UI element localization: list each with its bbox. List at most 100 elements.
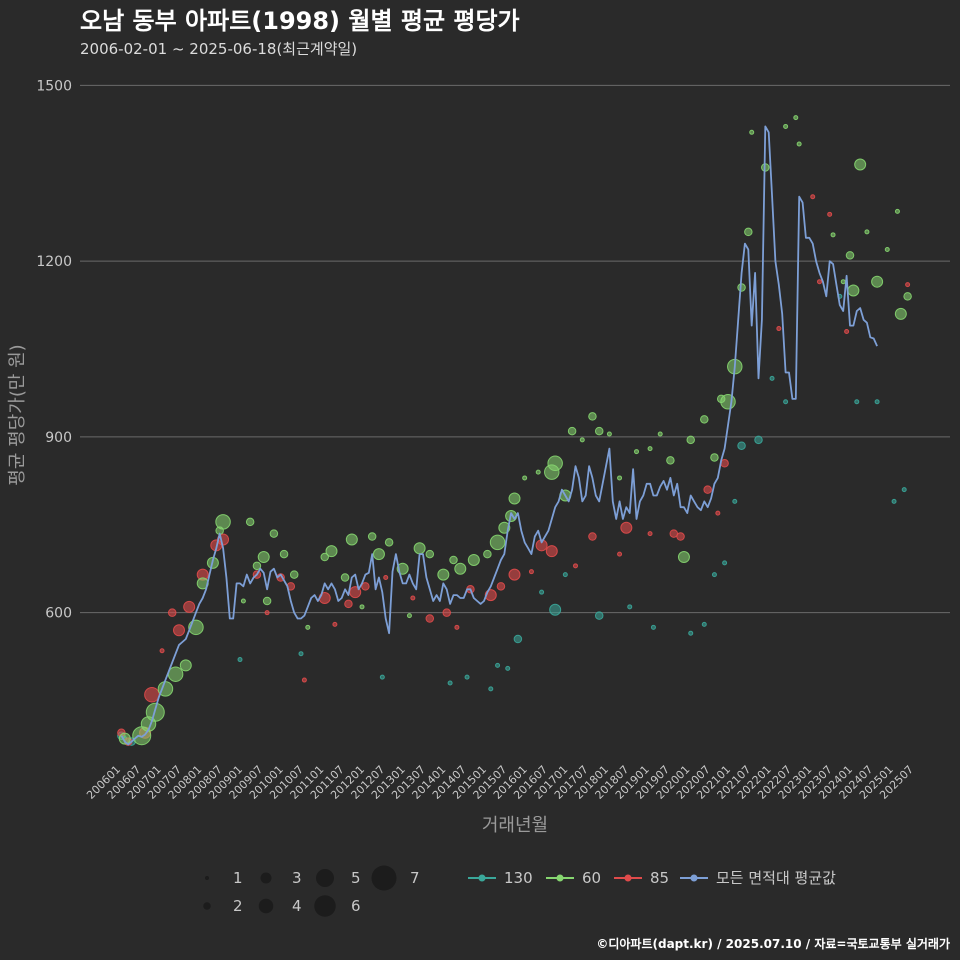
point-60-27 (372, 548, 385, 561)
point-60-25 (359, 604, 365, 610)
point-85-32 (545, 545, 558, 558)
point-130-29 (874, 399, 880, 405)
point-130-11 (513, 634, 523, 644)
point-60-12 (240, 598, 246, 604)
point-60-81 (903, 292, 912, 301)
point-85-24 (442, 608, 451, 617)
point-60-36 (467, 553, 480, 566)
point-85-12 (264, 610, 270, 616)
point-60-58 (686, 435, 695, 445)
y-tick-600: 600 (45, 606, 72, 622)
size-legend: 1 2 3 4 5 6 7 (203, 865, 420, 917)
color-legend: 130 60 85 모든 면적대 평균값 (468, 869, 836, 887)
point-60-56 (666, 456, 675, 465)
point-85-45 (817, 279, 822, 285)
point-60-41 (508, 492, 521, 505)
point-85-6 (173, 624, 185, 637)
x-tick-labels: 2006012006072007012007072008012008072009… (84, 763, 916, 802)
point-60-19 (289, 570, 299, 579)
y-tick-900: 900 (45, 430, 72, 446)
point-60-14 (252, 561, 262, 571)
point-130-10 (505, 665, 511, 671)
size-legend-label-3: 3 (292, 869, 302, 887)
point-60-71 (830, 232, 836, 238)
point-60-16 (262, 596, 272, 606)
chart-title: 오남 동부 아파트(1998) 월별 평균 평당가 (80, 7, 520, 35)
point-60-70 (796, 141, 802, 147)
point-60-45 (547, 455, 563, 472)
size-legend-dot-5 (316, 869, 334, 887)
point-85-47 (844, 328, 850, 334)
point-85-18 (344, 599, 353, 609)
point-130-25 (769, 375, 775, 381)
point-130-24 (754, 435, 763, 445)
point-60-28 (384, 538, 394, 547)
point-130-15 (594, 611, 604, 620)
point-60-47 (567, 426, 577, 436)
y-tick-1500: 1500 (36, 78, 72, 94)
point-130-22 (732, 498, 738, 504)
point-60-23 (340, 573, 350, 582)
point-60-50 (594, 426, 604, 436)
size-legend-dot-7 (371, 865, 397, 891)
point-130-6 (447, 680, 453, 686)
point-60-35 (454, 562, 467, 575)
point-130-14 (562, 572, 568, 578)
point-60-79 (894, 208, 900, 214)
point-130-26 (783, 399, 789, 405)
point-85-20 (361, 582, 370, 591)
point-60-68 (783, 123, 789, 129)
point-60-53 (634, 449, 639, 455)
legend-marker-2 (624, 874, 632, 882)
size-legend-label-2: 2 (233, 897, 243, 915)
legend-marker-3 (690, 874, 698, 882)
point-60-77 (871, 275, 884, 288)
point-85-44 (810, 194, 816, 200)
point-60-42 (522, 475, 528, 481)
point-85-46 (827, 211, 833, 217)
point-60-18 (279, 549, 289, 559)
point-60-33 (437, 568, 450, 581)
point-60-15 (257, 551, 270, 564)
point-130-23 (737, 441, 746, 450)
point-130-21 (722, 560, 728, 566)
point-85-40 (703, 485, 712, 494)
point-60-30 (406, 613, 412, 619)
point-85-36 (620, 521, 633, 534)
chart-subtitle: 2006-02-01 ~ 2025-06-18(최근계약일) (80, 40, 357, 58)
point-85-35 (617, 551, 623, 557)
point-60-57 (677, 551, 690, 564)
point-85-23 (425, 614, 435, 623)
point-60-34 (449, 555, 458, 565)
point-130-13 (549, 603, 562, 616)
point-85-3 (144, 686, 160, 703)
point-60-66 (749, 129, 755, 135)
point-60-20 (305, 624, 311, 630)
point-130-12 (539, 589, 545, 595)
point-60-74 (847, 284, 860, 297)
point-60-69 (793, 115, 799, 121)
point-130-28 (854, 399, 860, 405)
point-60-52 (617, 475, 623, 481)
size-legend-label-1: 1 (233, 869, 243, 887)
y-tick-1200: 1200 (36, 254, 72, 270)
point-130-18 (688, 630, 694, 636)
point-85-37 (647, 531, 653, 537)
point-130-19 (701, 621, 707, 627)
point-60-38 (489, 534, 506, 551)
size-legend-label-4: 4 (292, 897, 302, 915)
y-axis-label: 평균 평당가(만 원) (7, 344, 28, 485)
legend-label-3: 모든 면적대 평균값 (716, 869, 836, 887)
point-85-33 (573, 563, 578, 569)
point-60-31 (413, 542, 426, 555)
scatter-points (117, 115, 912, 746)
size-legend-dot-2 (203, 902, 211, 910)
size-legend-label-6: 6 (351, 897, 361, 915)
point-60-54 (647, 446, 653, 452)
point-85-41 (715, 510, 721, 516)
point-60-80 (894, 307, 907, 320)
point-60-59 (700, 415, 709, 424)
size-legend-dot-3 (260, 872, 272, 884)
point-60-51 (606, 431, 612, 437)
